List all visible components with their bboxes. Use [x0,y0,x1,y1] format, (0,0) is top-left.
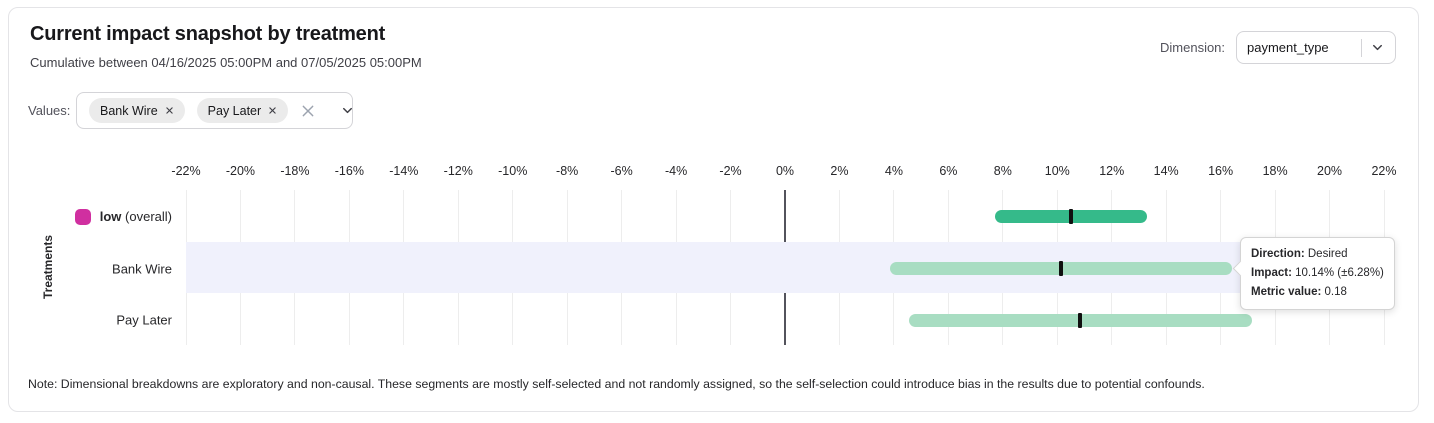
x-axis-tick-label: 16% [1208,164,1234,178]
x-axis-tick-label: -14% [389,164,419,178]
x-axis-tick-label: 6% [939,164,958,178]
footnote: Note: Dimensional breakdowns are explora… [28,377,1205,391]
x-axis-tick-label: 12% [1099,164,1125,178]
x-axis-tick-label: 4% [884,164,903,178]
chip-label: Bank Wire [100,103,158,118]
value-chip-bank-wire[interactable]: Bank Wire [89,98,185,123]
legend-swatch-low-overall [74,208,91,225]
dimension-selected-value: payment_type [1247,40,1329,55]
x-axis-tick-label: 18% [1262,164,1288,178]
plot-area [185,190,1385,345]
x-axis-tick-label: -6% [610,164,633,178]
row-label-text: Pay Later [116,312,172,328]
x-axis-tick-label: -18% [280,164,310,178]
tooltip-direction-line: Direction: Desired [1251,248,1348,260]
chevron-down-icon[interactable] [1370,40,1385,55]
x-axis-tick-label: -4% [664,164,688,178]
chevron-down-icon[interactable] [340,103,355,118]
dimension-label: Dimension: [1160,40,1226,55]
value-chip-pay-later[interactable]: Pay Later [196,98,289,123]
row-label-text: low (overall) [99,209,172,225]
remove-chip-icon[interactable] [268,106,277,115]
x-axis-tick-label: -16% [334,164,364,178]
values-multiselect[interactable]: Bank Wire Pay Later [76,92,353,129]
x-axis-tick-label: -20% [225,164,256,178]
x-axis-tick-label: 0% [775,164,795,178]
impact-point-marker-low-overall [1068,209,1073,225]
row-label-pay-later: Pay Later [0,313,172,328]
impact-point-marker-bank-wire [1059,261,1064,276]
row-label-low-overall: low (overall) [0,208,172,225]
remove-chip-icon[interactable] [165,106,174,115]
x-axis-tick-label: 20% [1317,164,1343,178]
date-range-subtitle: Cumulative between 04/16/2025 05:00PM an… [30,55,422,70]
row-labels: low (overall) Bank Wire Pay Later [0,190,172,345]
impact-snapshot-card [8,7,1419,412]
x-axis-tick-label: 2% [830,164,849,178]
row-label-text: Bank Wire [112,261,172,276]
dimension-select[interactable]: payment_type [1236,31,1396,64]
x-axis-tick-label: -8% [556,164,579,178]
x-axis-tick-label: -2% [719,164,742,178]
select-divider [1361,38,1362,57]
x-axis-tick-label: -12% [443,164,473,178]
x-axis-tick-label: 10% [1044,164,1070,178]
clear-values-icon[interactable] [300,103,316,119]
values-label: Values: [28,103,71,118]
x-axis-tick-label: 8% [993,164,1012,178]
x-axis-tick-label: 22% [1371,164,1397,178]
x-axis-tick-label: -22% [171,164,201,178]
x-axis-tick-label: -10% [498,164,528,178]
tooltip: Direction: Desired Impact: 10.14% (±6.28… [1240,237,1395,310]
tooltip-impact-line: Impact: 10.14% (±6.28%) [1251,266,1384,279]
chip-label: Pay Later [207,103,262,118]
row-label-bank-wire: Bank Wire [0,261,172,276]
tooltip-metric-line: Metric value: 0.18 [1251,285,1347,298]
impact-point-marker-pay-later [1077,312,1082,328]
x-axis-tick-label: 14% [1153,164,1179,178]
page-title: Current impact snapshot by treatment [30,23,386,45]
